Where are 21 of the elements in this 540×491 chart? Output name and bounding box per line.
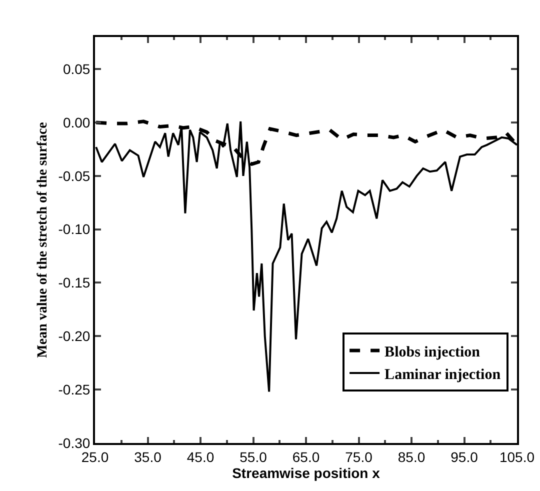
x-tick-label: 75.0 (345, 448, 373, 465)
y-axis-title: Mean value of the stretch of the surface (35, 122, 50, 358)
x-tick-label: 25.0 (81, 448, 109, 465)
y-tick-label: -0.30 (58, 434, 90, 451)
y-tick-label: -0.15 (58, 274, 90, 291)
y-tick-label: -0.20 (58, 328, 90, 344)
legend-label: Laminar injection (384, 366, 502, 383)
x-tick-label: 55.0 (240, 448, 268, 465)
x-tick-label: 35.0 (134, 448, 162, 465)
y-tick-label: -0.05 (58, 168, 90, 184)
x-tick-label: 65.0 (292, 448, 320, 465)
y-tick-label: 0.05 (62, 60, 90, 77)
y-tick-label: -0.25 (58, 381, 90, 398)
x-axis-title: Streamwise position x (232, 464, 380, 481)
x-tick-label: 95.0 (450, 448, 478, 465)
y-tick-label: -0.10 (58, 221, 90, 238)
legend-label: Blobs injection (384, 344, 481, 360)
x-tick-label: 85.0 (398, 448, 426, 465)
x-tick-label: 45.0 (186, 448, 214, 465)
y-tick-label: 0.00 (62, 114, 90, 130)
x-tick-label: 105.0 (499, 448, 535, 465)
